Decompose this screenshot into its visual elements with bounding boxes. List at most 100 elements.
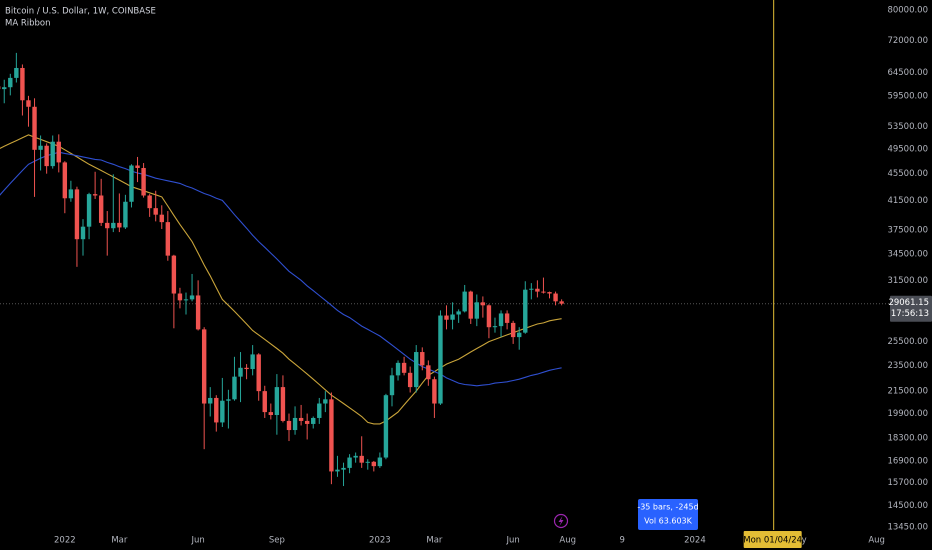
- plot-area: [0, 52, 890, 487]
- candle-body: [274, 387, 280, 416]
- candle-body: [347, 457, 352, 468]
- candle-body: [298, 417, 304, 421]
- candle-body: [268, 412, 274, 416]
- candle-body: [147, 195, 152, 209]
- candle-body: [86, 194, 92, 227]
- candle-body: [111, 222, 116, 229]
- candle-body: [547, 292, 552, 294]
- y-tick-label: 80000.00: [887, 5, 928, 15]
- x-tick-label: 9: [620, 536, 625, 546]
- candle-body: [129, 165, 134, 202]
- y-tick-label: 72000.00: [887, 36, 928, 46]
- candle-body: [44, 145, 49, 167]
- candle-body: [559, 301, 564, 304]
- y-tick-label: 49500.00: [887, 145, 928, 155]
- candle-body: [474, 302, 480, 319]
- candle-body: [456, 311, 461, 315]
- candle-body: [304, 420, 310, 424]
- candle-body: [62, 162, 68, 199]
- y-tick-label: 25500.00: [887, 337, 928, 347]
- candle-body: [208, 397, 213, 404]
- candle-body: [244, 367, 249, 370]
- candle-body: [389, 375, 395, 396]
- x-tick-label: Mar: [111, 536, 128, 546]
- candle-body: [498, 313, 504, 327]
- y-tick-label: 53500.00: [887, 122, 928, 132]
- candle-body: [329, 399, 334, 472]
- y-tick-label: 41500.00: [887, 196, 928, 206]
- x-tick-label: 2022: [54, 536, 76, 546]
- candle-body: [371, 461, 377, 467]
- candle-body: [220, 400, 225, 423]
- candle-body: [553, 293, 558, 302]
- candle-body: [238, 367, 243, 377]
- candle-body: [98, 195, 104, 223]
- candle-body: [183, 299, 189, 301]
- candle-body: [504, 313, 510, 323]
- candle-body: [541, 291, 546, 293]
- candle-body: [383, 395, 389, 458]
- candle-body: [450, 314, 455, 320]
- candle-body: [426, 365, 431, 380]
- candle-body: [38, 145, 43, 150]
- candle-body: [414, 352, 419, 388]
- x-tick-label: 2024: [684, 536, 706, 546]
- candle-body: [74, 189, 80, 240]
- measure-volume: Vol 63.603K: [644, 517, 693, 526]
- candle-body: [68, 189, 74, 199]
- y-tick-label: 13450.00: [887, 523, 928, 533]
- candle-body: [523, 289, 528, 333]
- candle-body: [56, 141, 61, 163]
- candle-body: [50, 141, 55, 167]
- y-tick-label: 64500.00: [887, 68, 928, 78]
- crosshair-label: Mon 01/04/24: [743, 536, 802, 546]
- x-tick-label: Sep: [269, 536, 285, 546]
- candle-body: [468, 291, 473, 319]
- candle-body: [123, 201, 128, 228]
- candle-body: [92, 194, 98, 196]
- candle-body: [195, 295, 201, 330]
- y-tick-label: 19900.00: [887, 409, 928, 419]
- candle-body: [323, 399, 328, 404]
- candle-body: [250, 354, 255, 370]
- alert-icon[interactable]: [553, 513, 569, 529]
- alert-bolt: [558, 516, 564, 526]
- candle-body: [165, 222, 171, 256]
- candle-body: [26, 100, 31, 107]
- price-tag-value: 29061.15: [888, 298, 929, 308]
- candle-body: [432, 379, 437, 404]
- x-tick-label: Mar: [426, 536, 443, 546]
- x-tick-label: Aug: [868, 536, 885, 546]
- y-tick-label: 37500.00: [887, 225, 928, 235]
- candle-body: [14, 67, 19, 78]
- candle-body: [177, 293, 183, 301]
- y-tick-label: 59500.00: [887, 91, 928, 101]
- candle-body: [171, 255, 177, 294]
- candle-body: [232, 376, 237, 400]
- candle-body: [214, 397, 219, 423]
- y-tick-label: 45500.00: [887, 169, 928, 179]
- candle-body: [492, 326, 498, 328]
- candle-body: [407, 372, 413, 388]
- candle-body: [353, 455, 358, 458]
- y-tick-label: 21500.00: [887, 387, 928, 397]
- candle-body: [286, 420, 292, 431]
- candle-body: [480, 302, 486, 306]
- candle-body: [335, 469, 340, 472]
- candle-body: [377, 457, 383, 467]
- candle-body: [517, 332, 522, 338]
- x-tick-label: Aug: [559, 536, 576, 546]
- candle-body: [462, 291, 467, 312]
- candle-body: [395, 362, 401, 376]
- candle-body: [359, 455, 364, 463]
- candle-body: [444, 315, 449, 320]
- candle-body: [510, 322, 516, 338]
- measure-bars: -35 bars, -245d: [637, 503, 698, 512]
- candle-body: [438, 315, 443, 404]
- y-tick-label: 15700.00: [887, 478, 928, 488]
- price-tag-countdown: 17:56:13: [891, 309, 929, 319]
- candle-body: [280, 387, 286, 421]
